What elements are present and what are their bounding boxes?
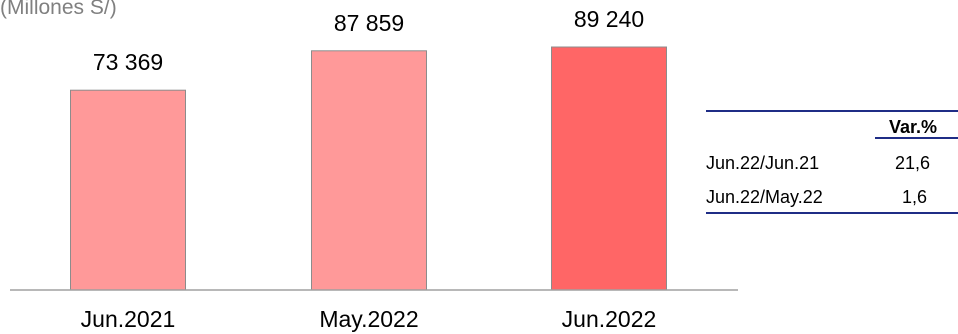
table-bottom-rule <box>706 212 958 214</box>
table-row-label: Jun.22/May.22 <box>706 187 823 207</box>
table-top-rule <box>706 110 958 112</box>
x-tick-label: May.2022 <box>319 306 418 332</box>
value-label: 87 859 <box>334 10 404 36</box>
table-row-value: 21,6 <box>895 153 931 173</box>
table-row-label: Jun.22/Jun.21 <box>706 153 820 173</box>
bars-group <box>70 46 667 291</box>
table-row-value: 1,6 <box>902 187 928 207</box>
bar-jun-2021 <box>70 89 186 291</box>
value-label: 89 240 <box>574 6 644 32</box>
value-label: 73 369 <box>93 49 163 75</box>
table-header-rule <box>875 137 958 139</box>
table-header-var: Var.% <box>889 117 938 137</box>
bar-jun-2022 <box>551 46 667 291</box>
bar-may-2022 <box>311 50 427 291</box>
x-tick-label: Jun.2022 <box>562 306 657 332</box>
units-label: (Millones S/) <box>0 0 117 19</box>
labels-group: 73 369 Jun.2021 87 859 May.2022 89 240 Jun.20… <box>81 6 657 332</box>
x-tick-label: Jun.2021 <box>81 306 176 332</box>
